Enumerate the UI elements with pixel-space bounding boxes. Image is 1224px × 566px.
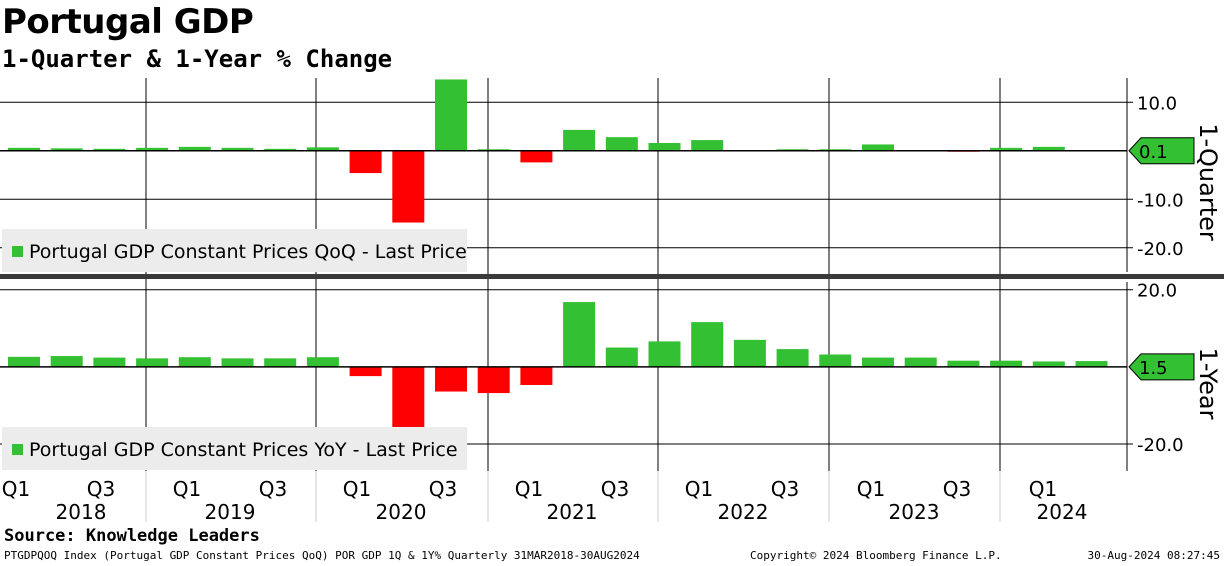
quarter-label: Q3 (771, 477, 799, 501)
bar-2021Q4 (648, 341, 681, 367)
bar-2019Q1 (178, 146, 211, 151)
zero-lines (0, 150, 1224, 368)
bar-2020Q1 (349, 366, 382, 377)
legend-box (2, 427, 467, 470)
bar-2019Q2 (221, 358, 254, 367)
y-tick-label: 10.0 (1137, 93, 1177, 114)
bar-2021Q1 (520, 150, 553, 163)
axis-title: 1-Year (1194, 348, 1222, 420)
copyright: Copyright© 2024 Bloomberg Finance L.P. (750, 549, 1002, 562)
bar-2018Q1 (8, 356, 40, 367)
legend-swatch (12, 246, 23, 257)
quarter-label: Q3 (259, 477, 287, 501)
bar-2022Q3 (776, 349, 809, 367)
bar-2020Q4 (477, 366, 510, 394)
x-axis: Q1 Q3 Q1 Q3 Q1 Q3 Q1 Q3 Q1 Q3 Q1 Q3 Q1 2018 2019 2020 20… (2, 471, 1088, 524)
legends: Portugal GDP Constant Prices QoQ - Last … (2, 229, 467, 470)
year-label: 2023 (889, 500, 940, 524)
bar-2018Q3 (93, 357, 126, 367)
y-axes: 10.0 -10.0 -20.0 0.1 1-Quarter 20.0 -20.0 1.5 1-… (1126, 78, 1222, 471)
year-label: 2020 (376, 500, 427, 524)
timestamp: 30-Aug-2024 08:27:45 (1087, 549, 1220, 562)
legend-box (2, 229, 467, 272)
last-value-label: 1.5 (1139, 358, 1168, 379)
quarter-label: Q1 (343, 477, 371, 501)
bar-2018Q2 (50, 356, 83, 367)
quarter-label: Q1 (685, 477, 713, 501)
year-label: 2021 (547, 500, 598, 524)
bar-2023Q2 (904, 357, 937, 367)
last-value-label: 0.1 (1139, 142, 1168, 163)
y-tick-label: 20.0 (1137, 281, 1177, 302)
bar-2020Q2 (392, 366, 425, 436)
year-label: 2018 (56, 500, 107, 524)
bar-2023Q1 (862, 144, 894, 151)
legend-label: Portugal GDP Constant Prices YoY - Last … (29, 439, 458, 461)
ticker-info: PTGDPQOQ Index (Portugal GDP Constant Pr… (4, 549, 640, 562)
bar-2021Q3 (605, 137, 638, 151)
bar-2024Q1 (1032, 146, 1065, 151)
bar-2019Q3 (264, 358, 297, 367)
bar-2020Q1 (349, 150, 382, 174)
bar-2023Q4 (990, 360, 1023, 367)
bar-2021Q1 (520, 366, 553, 385)
bar-2019Q4 (306, 357, 339, 367)
bar-2021Q2 (563, 302, 596, 367)
chart-title: Portugal GDP (2, 2, 254, 42)
last-value-tag (1128, 353, 1195, 381)
quarter-label: Q1 (173, 477, 201, 501)
axis-title: 1-Quarter (1194, 123, 1222, 241)
bar-2018Q2 (50, 148, 83, 151)
bar-2018Q3 (93, 148, 126, 151)
bar-2023Q4 (990, 147, 1023, 151)
bar-2022Q4 (819, 354, 852, 367)
year-label: 2022 (718, 500, 769, 524)
bar-2019Q4 (306, 147, 339, 151)
bar-2020Q2 (392, 150, 425, 223)
y-tick-label: -20.0 (1137, 239, 1184, 260)
quarter-label: Q1 (1029, 477, 1057, 501)
bar-2019Q3 (264, 148, 297, 151)
quarter-label: Q3 (429, 477, 457, 501)
bar-2018Q4 (136, 358, 169, 367)
bar-2022Q2 (733, 339, 766, 367)
bar-2020Q3 (435, 79, 467, 151)
legend-label: Portugal GDP Constant Prices QoQ - Last … (29, 241, 467, 263)
bar-2019Q2 (221, 147, 254, 151)
bar-2024Q2 (1075, 361, 1108, 367)
bar-2018Q4 (136, 147, 169, 151)
bar-2021Q2 (563, 129, 596, 151)
bar-2019Q1 (178, 357, 211, 367)
chart-subtitle: 1-Quarter & 1-Year % Change (2, 45, 393, 73)
legend-swatch (12, 444, 23, 455)
quarter-label: Q3 (943, 477, 971, 501)
year-label: 2019 (205, 500, 256, 524)
year-label: 2024 (1037, 500, 1088, 524)
source-note: Source: Knowledge Leaders (4, 526, 260, 546)
panel-divider (0, 274, 1224, 279)
bar-2018Q1 (8, 147, 40, 151)
y-tick-label: -10.0 (1137, 190, 1184, 211)
bar-2023Q1 (862, 357, 894, 367)
quarter-label: Q3 (87, 477, 115, 501)
quarter-label: Q1 (857, 477, 885, 501)
bar-2020Q3 (435, 366, 467, 392)
bar-2022Q1 (691, 322, 724, 367)
bar-2021Q4 (648, 142, 681, 151)
grid-lines (0, 78, 1127, 471)
quarter-label: Q3 (601, 477, 629, 501)
quarter-label: Q1 (515, 477, 543, 501)
bars (8, 79, 1108, 436)
last-value-tag (1128, 137, 1195, 165)
bar-2024Q1 (1032, 361, 1065, 367)
bar-2023Q3 (947, 360, 980, 367)
y-tick-label: -20.0 (1137, 435, 1184, 456)
bar-2022Q1 (691, 140, 724, 151)
bar-2021Q3 (605, 347, 638, 367)
quarter-label: Q1 (2, 477, 30, 501)
